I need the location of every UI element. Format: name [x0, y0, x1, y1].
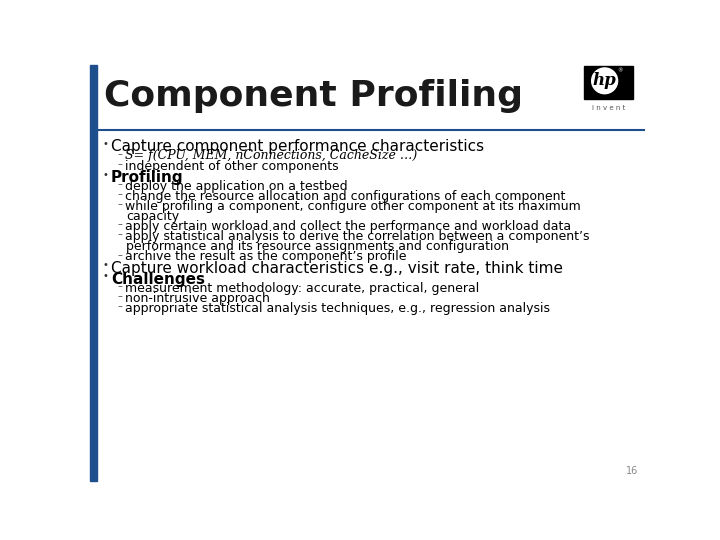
- Text: –: –: [118, 249, 123, 260]
- Text: Challenges: Challenges: [111, 272, 205, 287]
- Text: S= f(CPU, MEM, nConnections, CacheSize …): S= f(CPU, MEM, nConnections, CacheSize ……: [125, 150, 417, 163]
- Text: Capture workload characteristics e.g., visit rate, think time: Capture workload characteristics e.g., v…: [111, 261, 563, 276]
- Text: •: •: [102, 260, 108, 271]
- Text: apply certain workload and collect the performance and workload data: apply certain workload and collect the p…: [125, 220, 571, 233]
- Text: measurement methodology: accurate, practical, general: measurement methodology: accurate, pract…: [125, 282, 479, 295]
- Text: hp: hp: [593, 72, 616, 89]
- Text: change the resource allocation and configurations of each component: change the resource allocation and confi…: [125, 190, 565, 203]
- Text: deploy the application on a testbed: deploy the application on a testbed: [125, 180, 348, 193]
- Text: –: –: [118, 159, 123, 168]
- Text: appropriate statistical analysis techniques, e.g., regression analysis: appropriate statistical analysis techniq…: [125, 302, 550, 315]
- Bar: [585, 65, 632, 99]
- Bar: [90, 65, 97, 481]
- Text: –: –: [118, 148, 123, 159]
- Text: –: –: [118, 291, 123, 301]
- Text: archive the result as the component’s profile: archive the result as the component’s pr…: [125, 251, 406, 264]
- Text: independent of other components: independent of other components: [125, 159, 338, 172]
- Circle shape: [592, 68, 618, 94]
- Text: performance and its resource assignments and configuration: performance and its resource assignments…: [127, 240, 510, 253]
- Text: –: –: [118, 301, 123, 311]
- Text: –: –: [118, 190, 123, 200]
- Text: i n v e n t: i n v e n t: [592, 105, 625, 111]
- Text: –: –: [118, 281, 123, 291]
- Text: 16: 16: [626, 466, 639, 476]
- Text: non-intrusive approach: non-intrusive approach: [125, 292, 270, 305]
- Text: –: –: [118, 230, 123, 240]
- Text: –: –: [118, 200, 123, 210]
- Text: Capture component performance characteristics: Capture component performance characteri…: [111, 139, 484, 154]
- Text: ®: ®: [618, 68, 624, 73]
- Text: –: –: [118, 220, 123, 229]
- Text: –: –: [118, 179, 123, 190]
- Text: capacity: capacity: [127, 211, 179, 224]
- Text: •: •: [102, 170, 108, 179]
- Text: Profiling: Profiling: [111, 170, 184, 185]
- Text: Component Profiling: Component Profiling: [104, 78, 523, 112]
- Text: •: •: [102, 271, 108, 281]
- Text: apply statistical analysis to derive the correlation between a component’s: apply statistical analysis to derive the…: [125, 231, 590, 244]
- Text: while profiling a component, configure other component at its maximum: while profiling a component, configure o…: [125, 200, 580, 213]
- Text: •: •: [102, 139, 108, 148]
